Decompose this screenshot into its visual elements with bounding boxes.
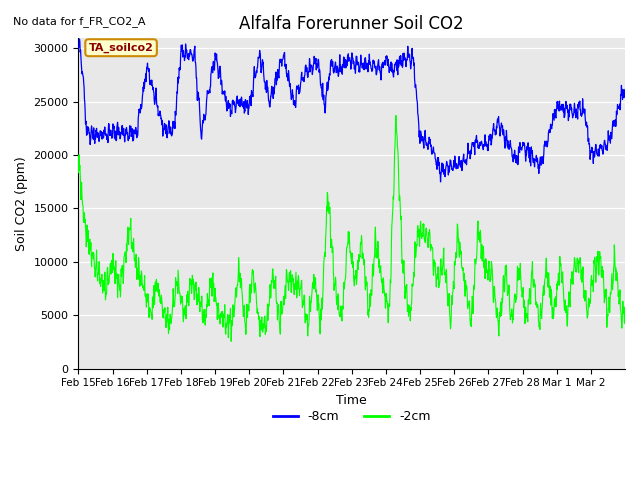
Y-axis label: Soil CO2 (ppm): Soil CO2 (ppm): [15, 156, 28, 251]
Text: No data for f_FR_CO2_A: No data for f_FR_CO2_A: [13, 16, 145, 27]
Title: Alfalfa Forerunner Soil CO2: Alfalfa Forerunner Soil CO2: [239, 15, 464, 34]
Text: TA_soilco2: TA_soilco2: [89, 43, 154, 53]
X-axis label: Time: Time: [337, 394, 367, 407]
Legend: -8cm, -2cm: -8cm, -2cm: [268, 406, 436, 429]
